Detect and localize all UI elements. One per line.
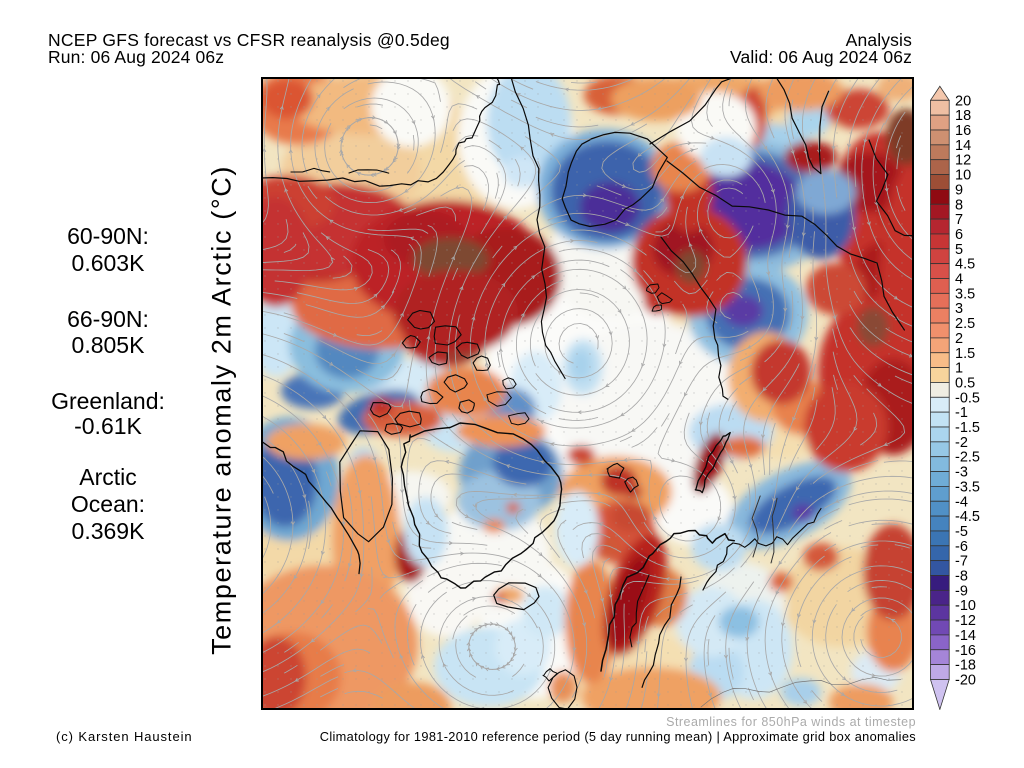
svg-text:-1: -1 <box>955 405 968 421</box>
svg-text:4: 4 <box>955 272 963 288</box>
svg-text:4.5: 4.5 <box>955 257 975 273</box>
svg-text:1.5: 1.5 <box>955 346 975 362</box>
svg-text:3: 3 <box>955 301 963 317</box>
svg-text:12: 12 <box>955 153 971 169</box>
svg-text:-2.5: -2.5 <box>955 450 980 466</box>
svg-text:5: 5 <box>955 242 963 258</box>
svg-text:2: 2 <box>955 331 963 347</box>
svg-text:18: 18 <box>955 108 971 124</box>
svg-text:-14: -14 <box>955 628 976 644</box>
svg-text:8: 8 <box>955 197 963 213</box>
svg-text:-8: -8 <box>955 569 968 585</box>
svg-text:14: 14 <box>955 138 971 154</box>
svg-text:-2: -2 <box>955 435 968 451</box>
svg-text:-5: -5 <box>955 524 968 540</box>
svg-text:-10: -10 <box>955 598 976 614</box>
svg-text:9: 9 <box>955 182 963 198</box>
svg-text:-1.5: -1.5 <box>955 420 980 436</box>
svg-text:1: 1 <box>955 361 963 377</box>
svg-text:7: 7 <box>955 212 963 228</box>
svg-text:0.5: 0.5 <box>955 375 975 391</box>
svg-text:2.5: 2.5 <box>955 316 975 332</box>
svg-text:16: 16 <box>955 123 971 139</box>
svg-text:6: 6 <box>955 227 963 243</box>
svg-text:-9: -9 <box>955 583 968 599</box>
svg-text:3.5: 3.5 <box>955 286 975 302</box>
svg-text:-3: -3 <box>955 465 968 481</box>
svg-text:20: 20 <box>955 93 971 109</box>
svg-text:-16: -16 <box>955 643 976 659</box>
svg-text:-6: -6 <box>955 539 968 555</box>
svg-text:-12: -12 <box>955 613 976 629</box>
svg-text:-3.5: -3.5 <box>955 479 980 495</box>
svg-text:-7: -7 <box>955 554 968 570</box>
svg-text:-20: -20 <box>955 672 976 688</box>
svg-text:-0.5: -0.5 <box>955 390 980 406</box>
svg-text:-4: -4 <box>955 494 968 510</box>
svg-text:-4.5: -4.5 <box>955 509 980 525</box>
svg-text:10: 10 <box>955 168 971 184</box>
svg-text:-18: -18 <box>955 658 976 674</box>
